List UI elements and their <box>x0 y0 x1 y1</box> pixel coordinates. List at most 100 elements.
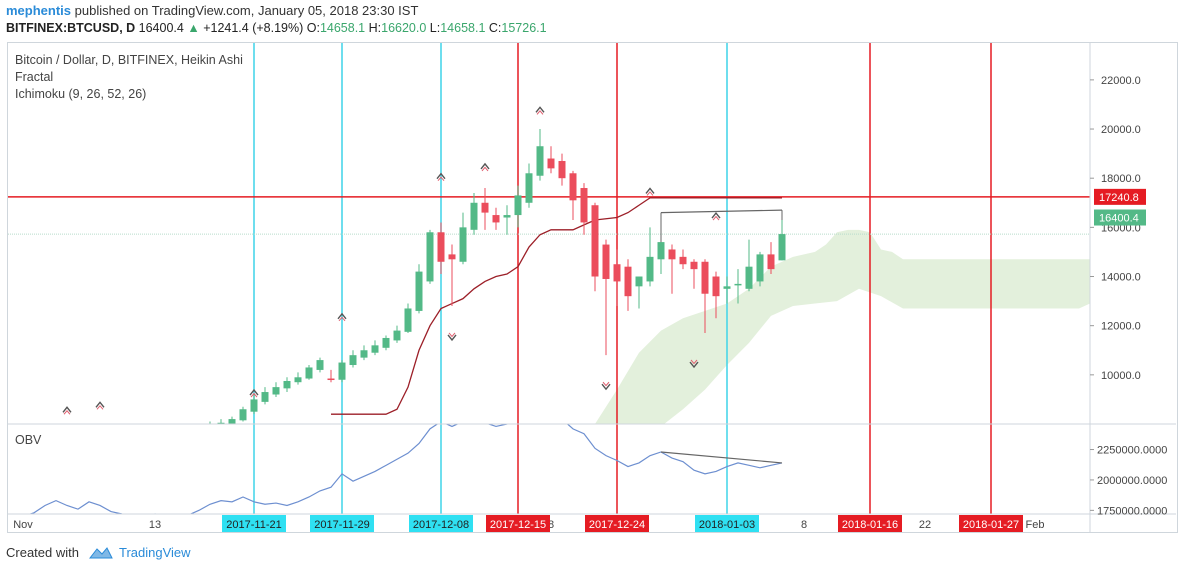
time-marker-box <box>695 515 759 532</box>
symbol-label: BITFINEX:BTCUSD, D <box>6 21 136 35</box>
candle-body <box>207 429 214 439</box>
candle-body <box>767 254 775 270</box>
time-marker-label: 2017-11-29 <box>314 519 369 531</box>
close-value: 15726.1 <box>501 21 547 35</box>
open-label: O: <box>306 21 320 35</box>
fractal-accent <box>437 176 445 182</box>
candle-body <box>503 215 511 218</box>
candle-body <box>448 254 456 260</box>
candle-body <box>239 409 247 421</box>
chart-frame <box>7 42 1178 533</box>
obv-line <box>28 424 783 514</box>
candle-body <box>492 215 500 223</box>
candle-body <box>580 188 588 223</box>
obv-pane-label: OBV <box>15 433 42 447</box>
candle-body <box>734 283 742 286</box>
fractal-up <box>711 211 721 221</box>
fractal-up <box>480 162 490 172</box>
high-value: 16620.0 <box>381 21 427 35</box>
time-marker-box <box>409 515 473 532</box>
candle-body <box>470 202 478 230</box>
candle-body <box>415 271 423 311</box>
price-label-text: 16400.4 <box>1099 213 1139 225</box>
high-label: H: <box>368 21 382 35</box>
fractal-up-icon <box>436 172 446 180</box>
candle-body <box>261 392 269 402</box>
time-marker-label: 2018-01-27 <box>963 519 1019 531</box>
fractal-accent <box>536 110 544 115</box>
candle-body <box>657 242 665 260</box>
fractal-up-icon <box>480 162 490 170</box>
obv-axis-label: 2250000.0000 <box>1097 445 1167 457</box>
candle-body <box>393 330 401 341</box>
candle-body <box>338 362 346 380</box>
indicator-ichimoku-label: Ichimoku (9, 26, 52, 26) <box>15 87 146 101</box>
publish-info: published on TradingView.com, January 05… <box>74 3 419 18</box>
candle-body <box>371 345 379 353</box>
fractal-up <box>95 401 105 410</box>
candle-body <box>272 387 280 395</box>
fractal-accent <box>448 332 456 338</box>
price-axis-label: 18000.0 <box>1101 173 1141 185</box>
time-marker-label: 2017-12-08 <box>413 519 469 531</box>
price-axis-label: 10000.0 <box>1101 370 1141 382</box>
price-axis-label: 22000.0 <box>1101 75 1141 87</box>
fractal-down-icon <box>447 334 457 342</box>
author-link[interactable]: mephentis <box>6 3 72 18</box>
fractal-down-icon <box>689 361 699 369</box>
tradingview-logo-icon <box>88 546 113 558</box>
time-axis-label: 8 <box>548 519 554 531</box>
candle-body <box>525 173 533 203</box>
publish-header: mephentis published on TradingView.com, … <box>6 3 418 18</box>
fractal-accent <box>602 381 610 387</box>
candle-body <box>459 227 467 262</box>
symbol-header: BITFINEX:BTCUSD, D 16400.4 ▲ +1241.4 (+8… <box>6 21 547 35</box>
price-axis-label: 20000.0 <box>1101 124 1141 136</box>
fractal-up-icon <box>95 401 105 408</box>
obv-trendline <box>660 451 783 464</box>
candle-body <box>514 195 522 216</box>
fractal-down <box>447 332 457 342</box>
candle-body <box>294 377 302 383</box>
candle-body <box>624 266 632 297</box>
price-trendline <box>660 209 783 214</box>
fractal-up <box>436 172 446 182</box>
fractal-up-icon <box>62 406 72 413</box>
fractal-up <box>249 388 259 398</box>
candle-body <box>635 276 643 287</box>
fractal-accent <box>63 409 71 415</box>
fractal-up <box>337 312 347 322</box>
time-axis-label: 13 <box>149 519 161 531</box>
low-value: 14658.1 <box>440 21 486 35</box>
time-axis-label: Nov <box>13 519 33 531</box>
time-marker-box <box>959 515 1023 532</box>
candle-body <box>481 202 489 213</box>
fractal-accent <box>646 191 654 196</box>
time-marker-box <box>585 515 649 532</box>
price-axis-label: 12000.0 <box>1101 321 1141 333</box>
time-marker-box <box>310 515 374 532</box>
time-marker-label: 2018-01-03 <box>699 519 755 531</box>
time-marker-box <box>486 515 550 532</box>
candle-body <box>591 205 599 277</box>
price-label-box <box>1094 188 1146 205</box>
footer: Created with TradingView <box>6 545 191 560</box>
tradingview-link[interactable]: TradingView <box>118 545 191 560</box>
candle-body <box>404 308 412 332</box>
kijun-line <box>331 197 782 415</box>
open-value: 14658.1 <box>319 21 366 35</box>
candle-body <box>305 367 313 379</box>
fractal-accent <box>712 215 720 221</box>
ichimoku-cloud <box>595 229 1090 424</box>
close-label: C: <box>488 21 502 35</box>
time-axis-label: 22 <box>919 519 931 531</box>
candle-body <box>756 254 764 282</box>
price-label-box <box>1094 209 1146 226</box>
obv-pane <box>28 424 992 514</box>
fractal-down-icon <box>601 383 611 391</box>
candle-body <box>778 234 786 261</box>
candle-body <box>690 261 698 270</box>
fractal-down <box>601 381 611 391</box>
chart-title: Bitcoin / Dollar, D, BITFINEX, Heikin As… <box>15 53 243 67</box>
